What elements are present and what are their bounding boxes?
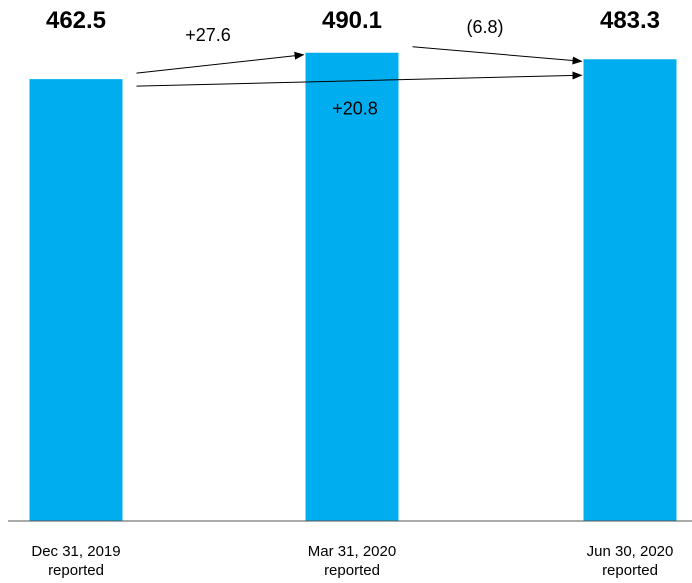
bar-value-label-1: 490.1 (322, 7, 382, 34)
change-label-2: +20.8 (332, 99, 378, 119)
bar-value-label-2: 483.3 (600, 7, 660, 34)
bar-value-label-0: 462.5 (46, 7, 106, 34)
bar-2 (583, 59, 677, 521)
change-arrow-0 (136, 51, 305, 74)
change-arrow-1 (412, 46, 583, 65)
x-tick-label-0: Dec 31, 2019 reported (31, 543, 120, 579)
change-arrow-2 (136, 71, 583, 87)
change-label-1: (6.8) (466, 17, 503, 37)
bar-1 (305, 52, 399, 522)
x-tick-label-2: Jun 30, 2020 reported (587, 543, 674, 579)
annotations-layer: +27.6 (6.8) +20.8 (136, 17, 583, 119)
change-label-0: +27.6 (185, 25, 231, 45)
bars-layer (29, 52, 677, 522)
bar-0 (29, 79, 123, 521)
value-labels-layer: 462.5 490.1 483.3 (46, 7, 660, 34)
x-tick-label-1: Mar 31, 2020 reported (308, 543, 396, 579)
x-tick-labels: Dec 31, 2019 reported Mar 31, 2020 reported… (31, 543, 673, 579)
